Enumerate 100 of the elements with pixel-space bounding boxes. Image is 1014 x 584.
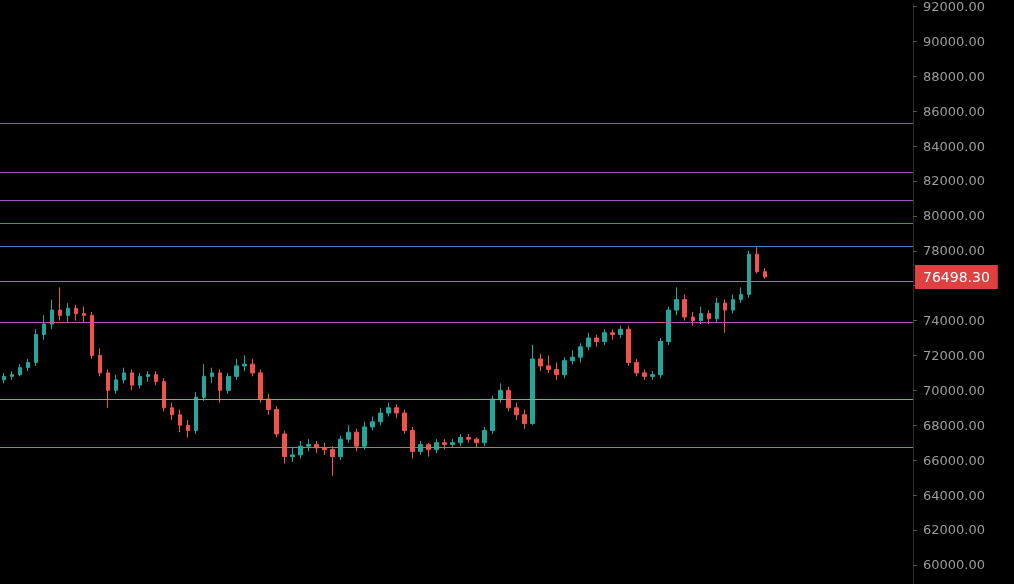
- candlestick: [18, 363, 22, 377]
- candlestick: [474, 436, 479, 449]
- candlestick: [490, 395, 495, 435]
- candlestick: [650, 370, 655, 381]
- candlestick: [699, 306, 703, 325]
- candlestick: [578, 342, 583, 363]
- text: 76498.30: [923, 268, 990, 285]
- y-tick-label: 90000.00: [923, 33, 986, 49]
- y-tick-label: 78000.00: [923, 243, 986, 259]
- candlestick: [50, 299, 54, 330]
- candlestick: [298, 440, 303, 459]
- candlestick: [450, 438, 455, 449]
- candlestick: [26, 358, 30, 372]
- candlestick: [466, 433, 471, 444]
- candlestick: [290, 447, 295, 463]
- candlestick: [554, 361, 559, 381]
- candlestick: [538, 353, 543, 372]
- candlestick: [210, 367, 214, 384]
- candlestick: [602, 328, 607, 346]
- candlestick: [178, 409, 182, 433]
- candlestick: [707, 309, 711, 325]
- candlestick: [442, 438, 447, 451]
- candlestick: [250, 358, 255, 377]
- candlestick: [98, 347, 102, 377]
- candlestick: [114, 374, 118, 395]
- candlestick: [138, 372, 142, 390]
- candlestick: [731, 293, 735, 315]
- candlestick: [106, 368, 110, 409]
- candlestick: [394, 403, 399, 419]
- y-tick-label: 64000.00: [923, 487, 986, 503]
- candlestick: [723, 299, 727, 334]
- y-tick-label: 80000.00: [923, 208, 986, 224]
- candlestick: [514, 402, 519, 421]
- candlestick: [546, 354, 551, 374]
- y-tick-label: 92000.00: [923, 0, 986, 14]
- candlestick: [594, 334, 599, 348]
- candlestick: [610, 328, 615, 341]
- candlestick: [506, 386, 511, 412]
- candlestick: [755, 246, 759, 274]
- candlestick: [666, 306, 671, 346]
- candlestick: [10, 370, 14, 381]
- candlestick: [66, 302, 70, 323]
- candlestick: [747, 250, 751, 299]
- candlestick: [570, 349, 575, 365]
- candlestick: [122, 367, 126, 384]
- candlestick: [162, 377, 166, 412]
- candlestick: [586, 332, 591, 351]
- candlestick: [186, 419, 190, 438]
- candlestick: [234, 358, 239, 381]
- candlestick: [226, 372, 231, 395]
- candlestick: [154, 370, 158, 386]
- candlestick: [763, 267, 767, 280]
- candlestick: [42, 314, 46, 341]
- candlestick: [258, 368, 263, 404]
- candlestick: [370, 416, 375, 431]
- candlestick: [498, 382, 503, 404]
- candlestick: [90, 311, 94, 360]
- candlestick: [218, 368, 222, 404]
- candlestick: [266, 393, 271, 416]
- candlestick: [282, 429, 287, 465]
- y-tick-label: 66000.00: [923, 452, 986, 468]
- candlestick: [354, 428, 359, 452]
- y-tick-label: 86000.00: [923, 103, 986, 119]
- candlestick: [58, 286, 62, 322]
- candlestick: [242, 354, 247, 372]
- candlestick: [715, 297, 719, 323]
- candlestick: [642, 368, 647, 381]
- candlestick: [682, 293, 687, 322]
- y-tick-label: 72000.00: [923, 347, 986, 363]
- y-tick-label: 70000.00: [923, 382, 986, 398]
- candlestick: [739, 286, 743, 304]
- candlestick: [378, 407, 383, 426]
- y-tick-label: 74000.00: [923, 313, 986, 329]
- candlestick: [458, 433, 463, 447]
- candlestick: [338, 435, 343, 461]
- candlestick: [74, 304, 78, 322]
- candlestick: [362, 421, 367, 451]
- candlestick: [618, 325, 623, 339]
- candlestick: [330, 445, 335, 477]
- candlestick: [346, 424, 351, 444]
- candlestick: [658, 337, 663, 379]
- candlestick: [530, 344, 535, 426]
- candlestick: [34, 328, 38, 367]
- y-tick-label: 84000.00: [923, 138, 986, 154]
- y-tick-label: 88000.00: [923, 68, 986, 84]
- candlestick: [202, 363, 206, 402]
- y-tick-label: 82000.00: [923, 173, 986, 189]
- candlestick: [691, 311, 695, 327]
- y-tick-label: 60000.00: [923, 557, 986, 573]
- candlestick: [410, 426, 415, 459]
- candlestick: [130, 368, 134, 391]
- candlestick: [386, 402, 391, 418]
- candlestick: [674, 286, 679, 316]
- candlestick: [562, 356, 567, 379]
- candlestick: [322, 442, 327, 456]
- candlestick: [170, 402, 174, 421]
- candlestick: [402, 409, 407, 435]
- candlestick: [306, 438, 311, 452]
- candlestick: [522, 409, 527, 430]
- candlestick: [194, 391, 198, 435]
